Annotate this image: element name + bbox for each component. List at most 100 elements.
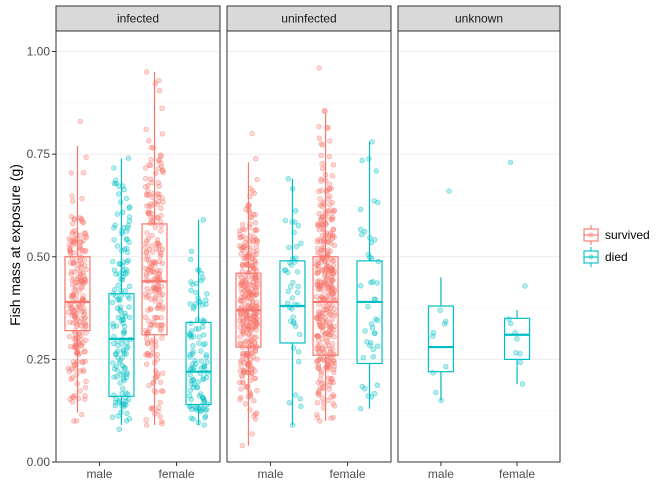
jitter-point — [367, 343, 373, 349]
jitter-point — [316, 319, 322, 326]
jitter-point — [314, 262, 320, 268]
jitter-point — [73, 335, 80, 342]
jitter-point — [195, 295, 201, 301]
jitter-point — [115, 413, 121, 419]
jitter-point — [148, 203, 155, 209]
jitter-point — [295, 283, 301, 290]
facet-strip — [397, 5, 561, 32]
jitter-point — [77, 215, 83, 221]
jitter-point — [241, 331, 247, 337]
jitter-point — [315, 343, 321, 349]
jitter-point — [152, 80, 159, 87]
jitter-point — [373, 168, 379, 174]
jitter-point — [187, 387, 194, 394]
box-iqr — [427, 305, 455, 373]
legend-item-survived: survived — [583, 225, 650, 245]
jitter-point — [331, 208, 337, 214]
jitter-point — [82, 323, 89, 330]
jitter-point — [114, 354, 121, 360]
jitter-point — [190, 377, 196, 383]
jitter-point — [83, 266, 89, 273]
jitter-point — [160, 199, 166, 205]
jitter-point — [237, 231, 243, 237]
jitter-point — [68, 271, 74, 277]
jitter-point — [69, 292, 75, 298]
jitter-point — [196, 267, 202, 273]
jitter-point — [83, 248, 89, 254]
jitter-point — [319, 165, 326, 172]
jitter-point — [121, 323, 128, 330]
box-iqr — [108, 293, 135, 397]
jitter-point — [78, 278, 84, 285]
jitter-point — [357, 206, 364, 213]
jitter-point — [328, 394, 334, 400]
jitter-point — [245, 337, 251, 343]
jitter-point — [331, 310, 338, 317]
jitter-point — [247, 281, 253, 287]
jitter-point — [151, 319, 157, 326]
jitter-point — [188, 256, 194, 263]
jitter-point — [328, 290, 335, 296]
jitter-point — [437, 307, 443, 313]
jitter-point — [331, 294, 337, 301]
jitter-point — [331, 357, 337, 364]
jitter-point — [245, 361, 251, 367]
jitter-point — [201, 332, 207, 338]
jitter-point — [156, 77, 162, 84]
jitter-point — [519, 381, 526, 387]
jitter-point — [324, 293, 331, 299]
jitter-point — [69, 198, 76, 204]
jitter-point — [322, 315, 328, 322]
jitter-point — [442, 321, 448, 327]
jitter-point — [147, 289, 154, 295]
jitter-point — [326, 386, 333, 392]
jitter-point — [154, 351, 161, 358]
jitter-point — [125, 155, 132, 161]
jitter-point — [198, 348, 204, 354]
x-tick-label: male — [428, 467, 454, 480]
jitter-point — [328, 277, 334, 283]
jitter-point — [158, 322, 165, 328]
jitter-point — [294, 269, 301, 275]
jitter-point — [191, 381, 197, 387]
jitter-point — [157, 152, 164, 158]
jitter-point — [316, 227, 322, 233]
jitter-point — [126, 295, 132, 301]
jitter-point — [158, 228, 164, 234]
jitter-point — [193, 326, 199, 332]
jitter-point — [79, 195, 85, 202]
jitter-point — [201, 422, 208, 428]
jitter-point — [188, 320, 194, 326]
jitter-point — [115, 191, 122, 197]
jitter-point — [252, 228, 258, 234]
jitter-point — [244, 369, 251, 375]
jitter-point — [314, 400, 321, 406]
jitter-point — [239, 221, 246, 228]
jitter-point — [146, 382, 152, 389]
x-tick-label: female — [159, 467, 195, 480]
jitter-point — [317, 385, 323, 391]
jitter-point — [294, 289, 301, 296]
jitter-point — [155, 243, 162, 249]
jitter-point — [329, 173, 336, 179]
jitter-point — [522, 283, 528, 289]
jitter-point — [147, 162, 154, 169]
jitter-point — [155, 405, 162, 411]
jitter-point — [252, 275, 259, 281]
jitter-point — [124, 340, 130, 346]
jitter-point — [117, 199, 124, 205]
jitter-point — [121, 187, 127, 193]
jitter-point — [246, 207, 253, 214]
x-tick-label: female — [499, 467, 535, 480]
jitter-point — [187, 301, 193, 307]
jitter-point — [318, 282, 324, 289]
jitter-point — [252, 416, 259, 422]
jitter-point — [200, 317, 206, 323]
jitter-point — [126, 218, 133, 224]
jitter-point — [155, 215, 161, 221]
jitter-point — [285, 300, 291, 306]
jitter-point — [145, 188, 151, 194]
jitter-point — [151, 285, 157, 291]
jitter-point — [375, 258, 381, 265]
jitter-point — [160, 370, 166, 376]
